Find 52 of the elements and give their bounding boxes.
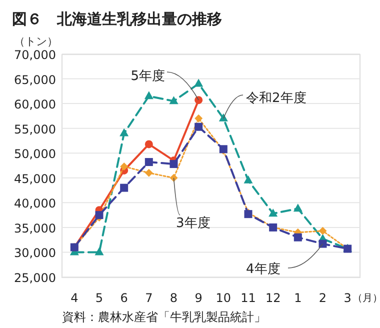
point: [144, 168, 153, 177]
y-tick-label: 50,000: [14, 147, 56, 162]
x-tick-label: 9: [194, 291, 202, 305]
point: [318, 226, 327, 235]
chart-title: 図６ 北海道生乳移出量の推移: [12, 10, 222, 28]
y-tick-label: 35,000: [14, 221, 56, 236]
x-tick-label: 1: [294, 291, 302, 305]
point: [144, 158, 153, 166]
y-tick-label: 70,000: [14, 48, 56, 62]
y-tick-label: 55,000: [14, 122, 56, 136]
text: 資料：農林水産省「牛乳乳製品統計」: [62, 310, 266, 324]
point: [293, 204, 302, 212]
point: [120, 162, 128, 170]
x-tick-label: 8: [170, 291, 178, 305]
series-label: 令和2年度: [246, 90, 306, 106]
point: [194, 96, 203, 104]
x-tick-label: 5: [95, 291, 104, 305]
point: [170, 160, 178, 168]
y-tick-label: 65,000: [14, 72, 56, 87]
point: [218, 113, 228, 122]
point: [194, 114, 203, 122]
y-tick-label: 30,000: [14, 246, 56, 260]
point: [144, 91, 154, 100]
point: [94, 247, 104, 256]
text: 5年度: [130, 68, 165, 84]
point: [268, 208, 278, 217]
y-axis-title: （トン）: [14, 35, 58, 48]
x-tick-label: 10: [216, 291, 232, 305]
point: [318, 240, 327, 248]
x-tick-label: 11: [240, 291, 256, 305]
x-tick-label: 7: [145, 291, 153, 305]
x-tick-label: 6: [120, 291, 128, 305]
x-tick-label: 2: [318, 291, 327, 305]
y-tick-label: 40,000: [14, 196, 56, 211]
point: [169, 96, 178, 104]
x-axis-title: （月）: [352, 293, 380, 304]
point: [120, 184, 128, 192]
y-tick-label: 45,000: [14, 172, 56, 186]
point: [194, 78, 204, 87]
series-label: 4年度: [246, 261, 280, 277]
x-tick-label: 4: [70, 291, 78, 305]
x-tick-label: 3: [344, 291, 352, 305]
point: [294, 233, 302, 242]
point: [120, 128, 129, 136]
y-tick-label: 60,000: [14, 98, 56, 112]
x-tick-label: 12: [265, 291, 281, 305]
text: 3年度: [176, 215, 210, 231]
point: [144, 140, 153, 148]
y-tick-label: 25,000: [14, 271, 56, 285]
point: [95, 211, 104, 220]
point: [244, 175, 253, 184]
point: [194, 122, 203, 131]
